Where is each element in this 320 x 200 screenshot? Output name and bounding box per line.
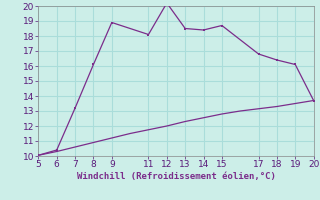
- X-axis label: Windchill (Refroidissement éolien,°C): Windchill (Refroidissement éolien,°C): [76, 172, 276, 181]
